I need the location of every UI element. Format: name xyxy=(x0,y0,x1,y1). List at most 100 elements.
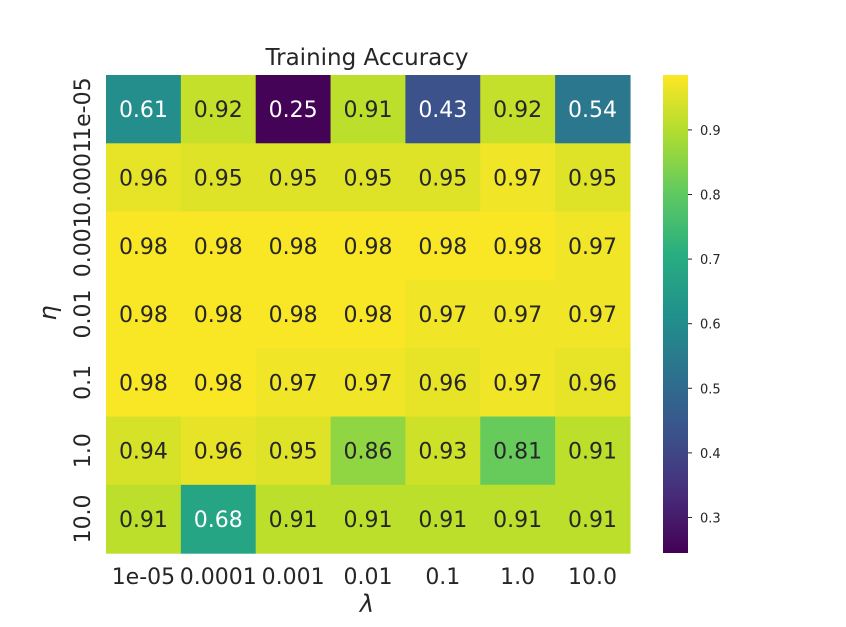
heatmap-cell xyxy=(555,279,631,349)
heatmap-cell xyxy=(180,143,257,213)
heatmap-cell xyxy=(330,484,406,554)
y-tick-label: 0.01 xyxy=(71,290,96,339)
cell-value-label: 0.97 xyxy=(568,303,617,328)
cell-value-label: 0.98 xyxy=(119,371,168,396)
heatmap-cell xyxy=(106,211,182,281)
cell-value-label: 0.98 xyxy=(418,235,467,260)
heatmap-cell xyxy=(405,348,481,418)
cell-value-label: 0.97 xyxy=(493,166,542,191)
cell-value-label: 0.91 xyxy=(119,508,168,533)
cell-value-label: 0.91 xyxy=(418,508,467,533)
cell-value-label: 0.95 xyxy=(343,166,392,191)
chart-title: Training Accuracy xyxy=(264,45,468,71)
colorbar-tick-label: 0.5 xyxy=(700,382,721,397)
cell-value-label: 0.97 xyxy=(418,303,467,328)
cell-value-label: 0.94 xyxy=(119,440,168,465)
heatmap-cell xyxy=(555,416,631,486)
x-tick-label: 10.0 xyxy=(568,565,617,590)
x-tick-label: 0.01 xyxy=(343,565,392,590)
heatmap-cell xyxy=(106,484,182,554)
heatmap-cells: 0.61 0.92 0.25 0.91 0.43 0.92 0.54 0.96 0.95 0.95… xyxy=(106,75,631,554)
cell-value-label: 0.25 xyxy=(269,98,318,123)
cell-value-label: 0.96 xyxy=(194,440,243,465)
heatmap-cell xyxy=(330,279,406,349)
heatmap-cell xyxy=(480,211,556,281)
heatmap-cell xyxy=(180,279,257,349)
cell-value-label: 0.97 xyxy=(493,371,542,396)
heatmap-cell xyxy=(106,143,182,213)
cell-value-label: 0.91 xyxy=(269,508,318,533)
heatmap-cell xyxy=(555,484,631,554)
heatmap-cell xyxy=(180,75,257,144)
cell-value-label: 0.43 xyxy=(418,98,467,123)
x-tick-label: 0.0001 xyxy=(180,565,257,590)
heatmap-cell xyxy=(255,75,332,144)
x-tick-labels: 1e-05 0.0001 0.001 0.01 0.1 1.0 10.0 xyxy=(112,565,617,590)
heatmap-cell xyxy=(405,279,481,349)
heatmap-cell xyxy=(480,143,556,213)
heatmap-cell xyxy=(405,484,481,554)
x-tick-label: 0.1 xyxy=(425,565,460,590)
heatmap-cell xyxy=(255,279,332,349)
heatmap-cell xyxy=(480,279,556,349)
cell-value-label: 0.95 xyxy=(418,166,467,191)
x-axis-label: λ xyxy=(358,590,374,618)
cell-value-label: 0.98 xyxy=(343,235,392,260)
cell-value-label: 0.54 xyxy=(568,98,617,123)
heatmap-cell xyxy=(330,416,406,486)
heatmap-cell xyxy=(180,484,257,554)
cell-value-label: 0.98 xyxy=(269,303,318,328)
x-tick-label: 1e-05 xyxy=(112,565,175,590)
cell-value-label: 0.98 xyxy=(493,235,542,260)
heatmap-cell xyxy=(106,279,182,349)
cell-value-label: 0.98 xyxy=(194,303,243,328)
y-tick-label: 1.0 xyxy=(71,433,96,468)
cell-value-label: 0.98 xyxy=(343,303,392,328)
cell-value-label: 0.96 xyxy=(568,371,617,396)
cell-value-label: 0.93 xyxy=(418,440,467,465)
x-tick-label: 0.001 xyxy=(262,565,325,590)
colorbar-tick-label: 0.7 xyxy=(700,253,721,268)
cell-value-label: 0.91 xyxy=(568,508,617,533)
cell-value-label: 0.95 xyxy=(269,166,318,191)
cell-value-label: 0.68 xyxy=(194,508,243,533)
cell-value-label: 0.98 xyxy=(194,371,243,396)
colorbar-tick-label: 0.3 xyxy=(700,511,721,526)
cell-value-label: 0.97 xyxy=(568,235,617,260)
y-axis-label: η xyxy=(34,305,62,320)
heatmap-cell xyxy=(106,348,182,418)
cell-value-label: 0.91 xyxy=(493,508,542,533)
colorbar xyxy=(663,75,688,553)
heatmap-cell xyxy=(480,416,556,486)
cell-value-label: 0.96 xyxy=(119,166,168,191)
cell-value-label: 0.92 xyxy=(493,98,542,123)
cell-value-label: 0.91 xyxy=(568,440,617,465)
cell-value-label: 0.96 xyxy=(418,371,467,396)
heatmap-cell xyxy=(555,348,631,418)
colorbar-tick-label: 0.9 xyxy=(700,124,721,139)
cell-value-label: 0.86 xyxy=(343,440,392,465)
colorbar-ticks: 0.3 0.4 0.5 0.6 0.7 0.8 0.9 xyxy=(688,124,721,526)
cell-value-label: 0.97 xyxy=(269,371,318,396)
y-tick-label: 0.001 xyxy=(71,214,96,277)
cell-value-label: 0.95 xyxy=(269,440,318,465)
cell-value-label: 0.98 xyxy=(119,303,168,328)
cell-value-label: 0.95 xyxy=(194,166,243,191)
cell-value-label: 0.81 xyxy=(493,440,542,465)
cell-value-label: 0.92 xyxy=(194,98,243,123)
heatmap-cell xyxy=(255,484,332,554)
colorbar-tick-label: 0.8 xyxy=(700,189,721,204)
y-tick-label: 10.0 xyxy=(71,494,96,543)
heatmap-cell xyxy=(555,211,631,281)
cell-value-label: 0.97 xyxy=(493,303,542,328)
heatmap-cell xyxy=(480,484,556,554)
heatmap-cell xyxy=(330,75,406,144)
cell-value-label: 0.91 xyxy=(343,98,392,123)
heatmap-cell xyxy=(106,416,182,486)
colorbar-tick-label: 0.6 xyxy=(700,318,721,333)
heatmap-cell xyxy=(480,75,556,144)
cell-value-label: 0.95 xyxy=(568,166,617,191)
